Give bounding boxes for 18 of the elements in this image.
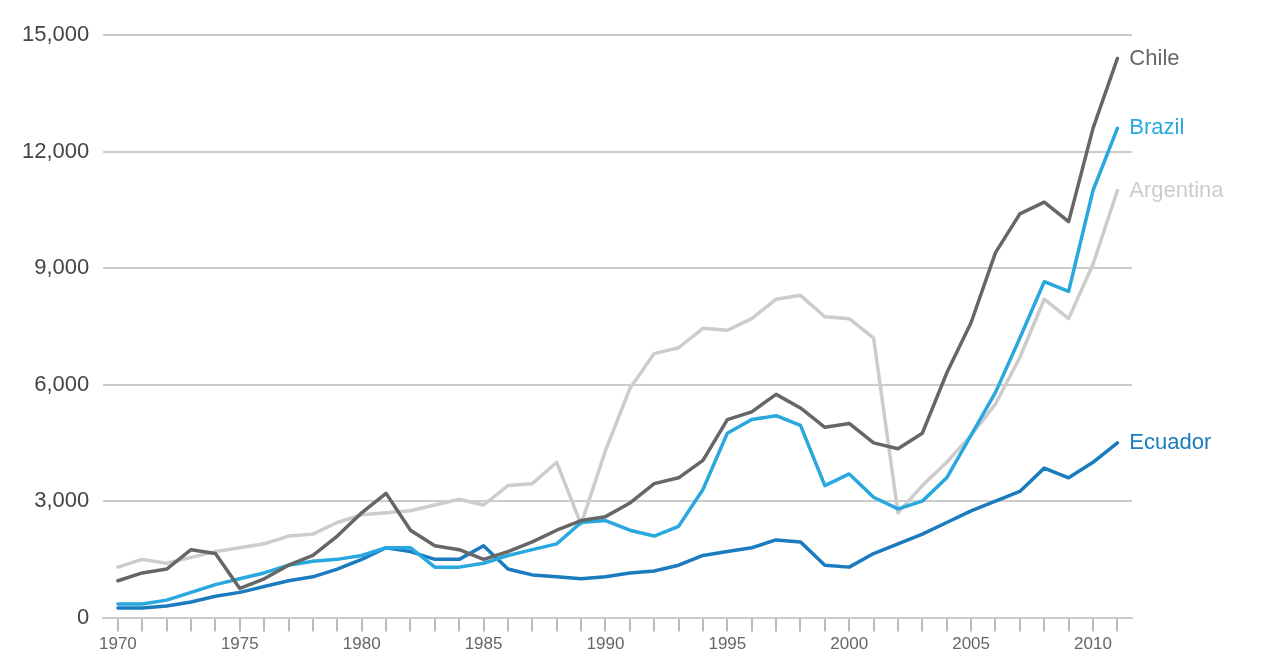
y-tick-label: 0: [77, 603, 90, 629]
y-tick-label: 3,000: [34, 487, 90, 513]
x-tick-label: 1975: [220, 634, 259, 654]
x-tick-label: 1970: [99, 634, 137, 654]
y-tick-label: 12,000: [21, 137, 90, 163]
y-tick-label: 9,000: [34, 254, 90, 280]
series-label: Chile: [1129, 44, 1180, 70]
x-tick-label: 1990: [586, 634, 625, 654]
y-tick-label: 6,000: [34, 370, 90, 396]
y-tick-label: 15,000: [21, 21, 90, 47]
x-tick-label: 2000: [830, 634, 869, 654]
x-tick-label: 1985: [464, 634, 503, 654]
x-tick-label: 1995: [708, 634, 747, 654]
x-tick-label: 2005: [952, 634, 991, 654]
series-label: Ecuador: [1129, 428, 1212, 454]
series-label: Brazil: [1129, 114, 1185, 140]
x-tick-label: 1980: [342, 634, 381, 654]
x-tick-label: 2010: [1074, 634, 1112, 654]
